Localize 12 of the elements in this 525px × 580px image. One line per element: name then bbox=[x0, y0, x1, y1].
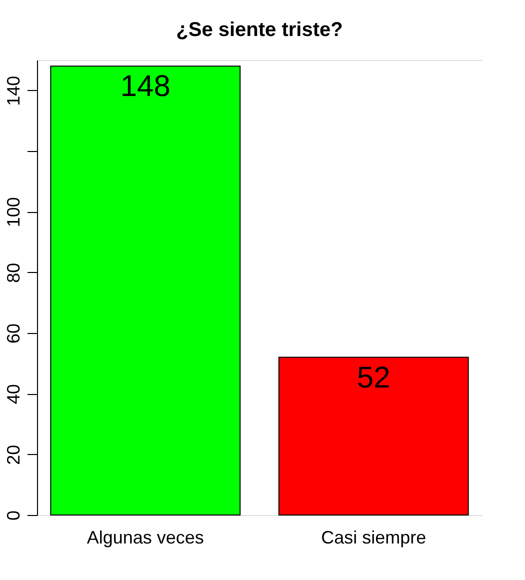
data-label: 52 bbox=[356, 361, 390, 394]
y-tick-label: 80 bbox=[4, 262, 24, 283]
y-tick-label: 60 bbox=[4, 323, 24, 344]
y-tick-label: 40 bbox=[4, 384, 24, 404]
x-tick-label: Algunas veces bbox=[86, 528, 204, 548]
data-label: 148 bbox=[120, 70, 170, 104]
y-tick-label: 140 bbox=[4, 76, 24, 106]
x-tick-label: Casi siempre bbox=[321, 528, 426, 548]
chart-title: ¿Se siente triste? bbox=[176, 19, 343, 41]
y-tick-label: 100 bbox=[4, 197, 24, 228]
y-tick-label: 20 bbox=[4, 444, 24, 465]
y-tick-label: 0 bbox=[4, 510, 24, 521]
